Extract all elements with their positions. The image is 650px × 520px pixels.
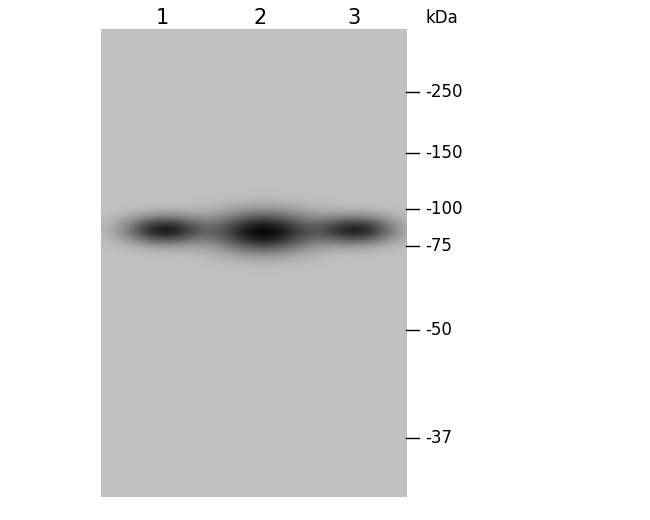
Text: -50: -50: [426, 321, 452, 340]
Text: -100: -100: [426, 200, 463, 218]
Text: -150: -150: [426, 144, 463, 162]
Text: -37: -37: [426, 429, 453, 447]
Text: kDa: kDa: [426, 9, 458, 27]
Text: -75: -75: [426, 237, 452, 255]
Text: 2: 2: [254, 8, 266, 28]
Bar: [101, 29, 406, 497]
Text: 3: 3: [348, 8, 361, 28]
Text: -250: -250: [426, 83, 463, 101]
Text: 1: 1: [156, 8, 169, 28]
